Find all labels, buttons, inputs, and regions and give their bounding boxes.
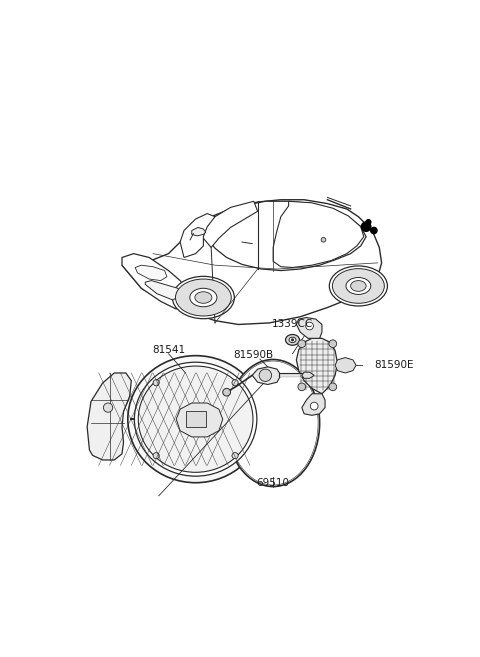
Polygon shape <box>176 403 223 437</box>
Ellipse shape <box>346 277 371 294</box>
Text: 81541: 81541 <box>152 345 185 355</box>
Polygon shape <box>302 394 325 415</box>
Ellipse shape <box>195 292 212 304</box>
Text: 69510: 69510 <box>257 478 289 488</box>
Polygon shape <box>302 373 314 378</box>
Polygon shape <box>192 227 206 236</box>
Circle shape <box>306 322 313 330</box>
Polygon shape <box>335 357 356 373</box>
Circle shape <box>311 402 318 410</box>
Circle shape <box>291 338 294 342</box>
Circle shape <box>298 383 306 391</box>
Circle shape <box>298 340 306 348</box>
Circle shape <box>329 383 336 391</box>
Ellipse shape <box>172 277 234 319</box>
Polygon shape <box>296 338 337 394</box>
Circle shape <box>329 340 336 348</box>
Circle shape <box>259 369 272 382</box>
Polygon shape <box>273 201 364 267</box>
Circle shape <box>223 388 230 396</box>
Text: 81590B: 81590B <box>234 350 274 360</box>
Ellipse shape <box>128 355 264 483</box>
Ellipse shape <box>138 366 253 472</box>
Ellipse shape <box>286 334 300 346</box>
Circle shape <box>153 380 159 386</box>
Polygon shape <box>145 281 182 300</box>
Circle shape <box>232 453 238 459</box>
Circle shape <box>232 380 238 386</box>
Polygon shape <box>204 201 366 271</box>
Circle shape <box>370 227 378 235</box>
Circle shape <box>153 453 159 459</box>
Polygon shape <box>122 200 382 325</box>
Polygon shape <box>186 411 206 427</box>
Ellipse shape <box>333 269 384 304</box>
Ellipse shape <box>228 361 318 485</box>
Ellipse shape <box>350 281 366 291</box>
Polygon shape <box>122 254 188 309</box>
Ellipse shape <box>289 337 296 342</box>
Polygon shape <box>135 265 167 281</box>
Polygon shape <box>296 317 322 338</box>
Circle shape <box>365 219 372 225</box>
Text: 1339CC: 1339CC <box>272 319 313 329</box>
Ellipse shape <box>190 288 217 307</box>
Polygon shape <box>252 367 281 384</box>
Ellipse shape <box>227 359 320 487</box>
Text: 81590E: 81590E <box>374 360 413 371</box>
Circle shape <box>321 237 326 242</box>
Polygon shape <box>87 373 132 460</box>
Circle shape <box>103 403 113 412</box>
Polygon shape <box>180 214 215 258</box>
Polygon shape <box>204 201 258 248</box>
Ellipse shape <box>176 279 231 316</box>
Ellipse shape <box>329 266 387 306</box>
Circle shape <box>360 221 372 232</box>
Ellipse shape <box>134 362 257 476</box>
